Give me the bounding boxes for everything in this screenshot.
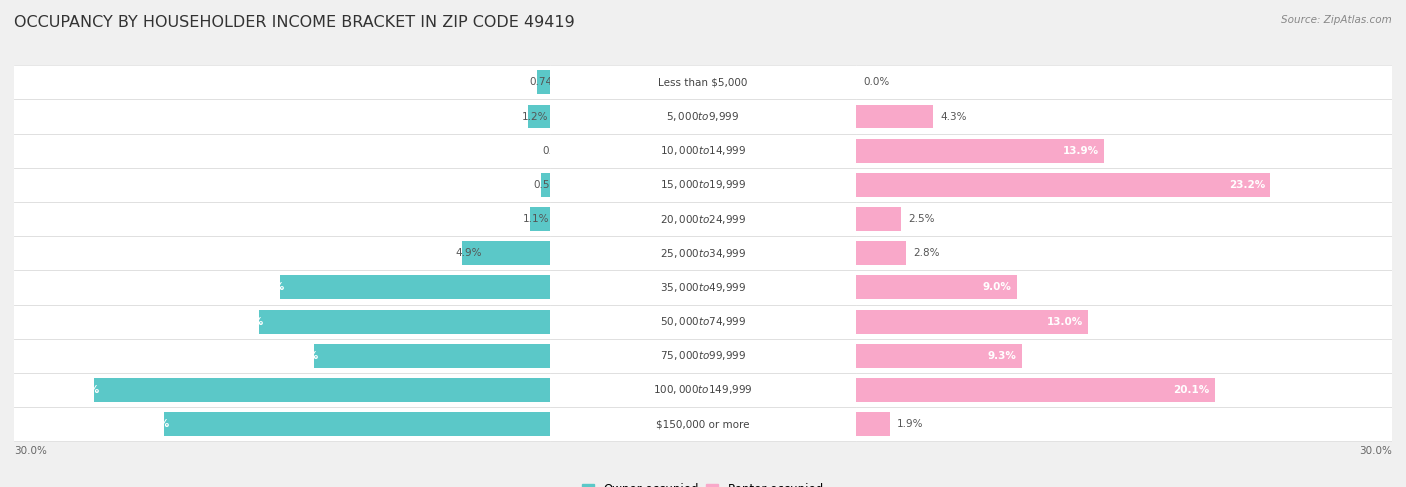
Text: 30.0%: 30.0% — [1360, 446, 1392, 456]
Text: 9.3%: 9.3% — [988, 351, 1017, 361]
Bar — [14, 373, 550, 407]
Bar — [856, 276, 1017, 300]
Text: 0.0%: 0.0% — [543, 146, 569, 156]
Bar — [856, 338, 1392, 373]
Bar — [530, 207, 550, 231]
Bar — [550, 373, 856, 407]
Text: $25,000 to $34,999: $25,000 to $34,999 — [659, 247, 747, 260]
Bar — [541, 173, 550, 197]
Bar — [856, 344, 1022, 368]
Text: 13.0%: 13.0% — [1046, 317, 1083, 327]
Text: 1.1%: 1.1% — [523, 214, 550, 224]
Bar — [550, 133, 856, 168]
Text: $150,000 or more: $150,000 or more — [657, 419, 749, 429]
Bar — [14, 65, 550, 99]
Bar — [463, 241, 550, 265]
Bar — [856, 133, 1392, 168]
Bar — [550, 236, 856, 270]
Text: Source: ZipAtlas.com: Source: ZipAtlas.com — [1281, 15, 1392, 25]
Bar — [14, 236, 550, 270]
Bar — [856, 173, 1271, 197]
Text: $50,000 to $74,999: $50,000 to $74,999 — [659, 315, 747, 328]
Text: 13.2%: 13.2% — [283, 351, 319, 361]
Bar — [856, 236, 1392, 270]
Text: 4.3%: 4.3% — [941, 112, 966, 122]
Bar — [314, 344, 550, 368]
Bar — [856, 241, 905, 265]
Bar — [856, 99, 1392, 133]
Text: 4.9%: 4.9% — [456, 248, 482, 258]
Text: 1.9%: 1.9% — [897, 419, 924, 429]
Text: 21.6%: 21.6% — [134, 419, 170, 429]
Bar — [550, 65, 856, 99]
Bar — [856, 105, 934, 129]
Bar — [856, 378, 1215, 402]
Text: 0.74%: 0.74% — [530, 77, 562, 87]
Bar — [14, 202, 550, 236]
Bar — [14, 270, 550, 304]
Text: 30.0%: 30.0% — [14, 446, 46, 456]
Bar — [550, 99, 856, 133]
Text: 0.0%: 0.0% — [863, 77, 890, 87]
Text: $100,000 to $149,999: $100,000 to $149,999 — [654, 383, 752, 396]
Bar — [94, 378, 550, 402]
Bar — [14, 99, 550, 133]
Text: 9.0%: 9.0% — [983, 282, 1011, 292]
Text: 13.9%: 13.9% — [1063, 146, 1099, 156]
Bar — [14, 338, 550, 373]
Text: OCCUPANCY BY HOUSEHOLDER INCOME BRACKET IN ZIP CODE 49419: OCCUPANCY BY HOUSEHOLDER INCOME BRACKET … — [14, 15, 575, 30]
Text: 16.3%: 16.3% — [228, 317, 264, 327]
Bar — [550, 338, 856, 373]
Bar — [856, 139, 1104, 163]
Bar — [550, 168, 856, 202]
Text: 1.2%: 1.2% — [522, 112, 548, 122]
Text: Less than $5,000: Less than $5,000 — [658, 77, 748, 87]
Text: 2.8%: 2.8% — [914, 248, 939, 258]
Bar — [14, 304, 550, 338]
Bar — [856, 65, 1392, 99]
Bar — [537, 71, 550, 94]
Bar — [550, 270, 856, 304]
Bar — [14, 168, 550, 202]
Bar — [856, 373, 1392, 407]
Bar — [856, 168, 1392, 202]
Bar — [550, 407, 856, 441]
Bar — [165, 412, 550, 436]
Text: $20,000 to $24,999: $20,000 to $24,999 — [659, 212, 747, 225]
Bar — [529, 105, 550, 129]
Text: 0.51%: 0.51% — [534, 180, 567, 190]
Text: 25.5%: 25.5% — [63, 385, 100, 395]
Bar — [856, 412, 890, 436]
Text: $15,000 to $19,999: $15,000 to $19,999 — [659, 178, 747, 191]
Bar — [856, 310, 1088, 334]
Bar — [856, 207, 901, 231]
Bar — [550, 304, 856, 338]
Bar — [856, 202, 1392, 236]
Text: 15.1%: 15.1% — [249, 282, 285, 292]
Bar — [856, 407, 1392, 441]
Bar — [550, 202, 856, 236]
Text: 23.2%: 23.2% — [1229, 180, 1265, 190]
Text: $5,000 to $9,999: $5,000 to $9,999 — [666, 110, 740, 123]
Bar — [14, 133, 550, 168]
Bar — [856, 270, 1392, 304]
Text: $10,000 to $14,999: $10,000 to $14,999 — [659, 144, 747, 157]
Bar — [259, 310, 550, 334]
Bar — [856, 304, 1392, 338]
Text: $75,000 to $99,999: $75,000 to $99,999 — [659, 349, 747, 362]
Legend: Owner-occupied, Renter-occupied: Owner-occupied, Renter-occupied — [578, 478, 828, 487]
Text: 20.1%: 20.1% — [1174, 385, 1209, 395]
Text: $35,000 to $49,999: $35,000 to $49,999 — [659, 281, 747, 294]
Bar — [14, 407, 550, 441]
Bar — [280, 276, 550, 300]
Text: 2.5%: 2.5% — [908, 214, 935, 224]
